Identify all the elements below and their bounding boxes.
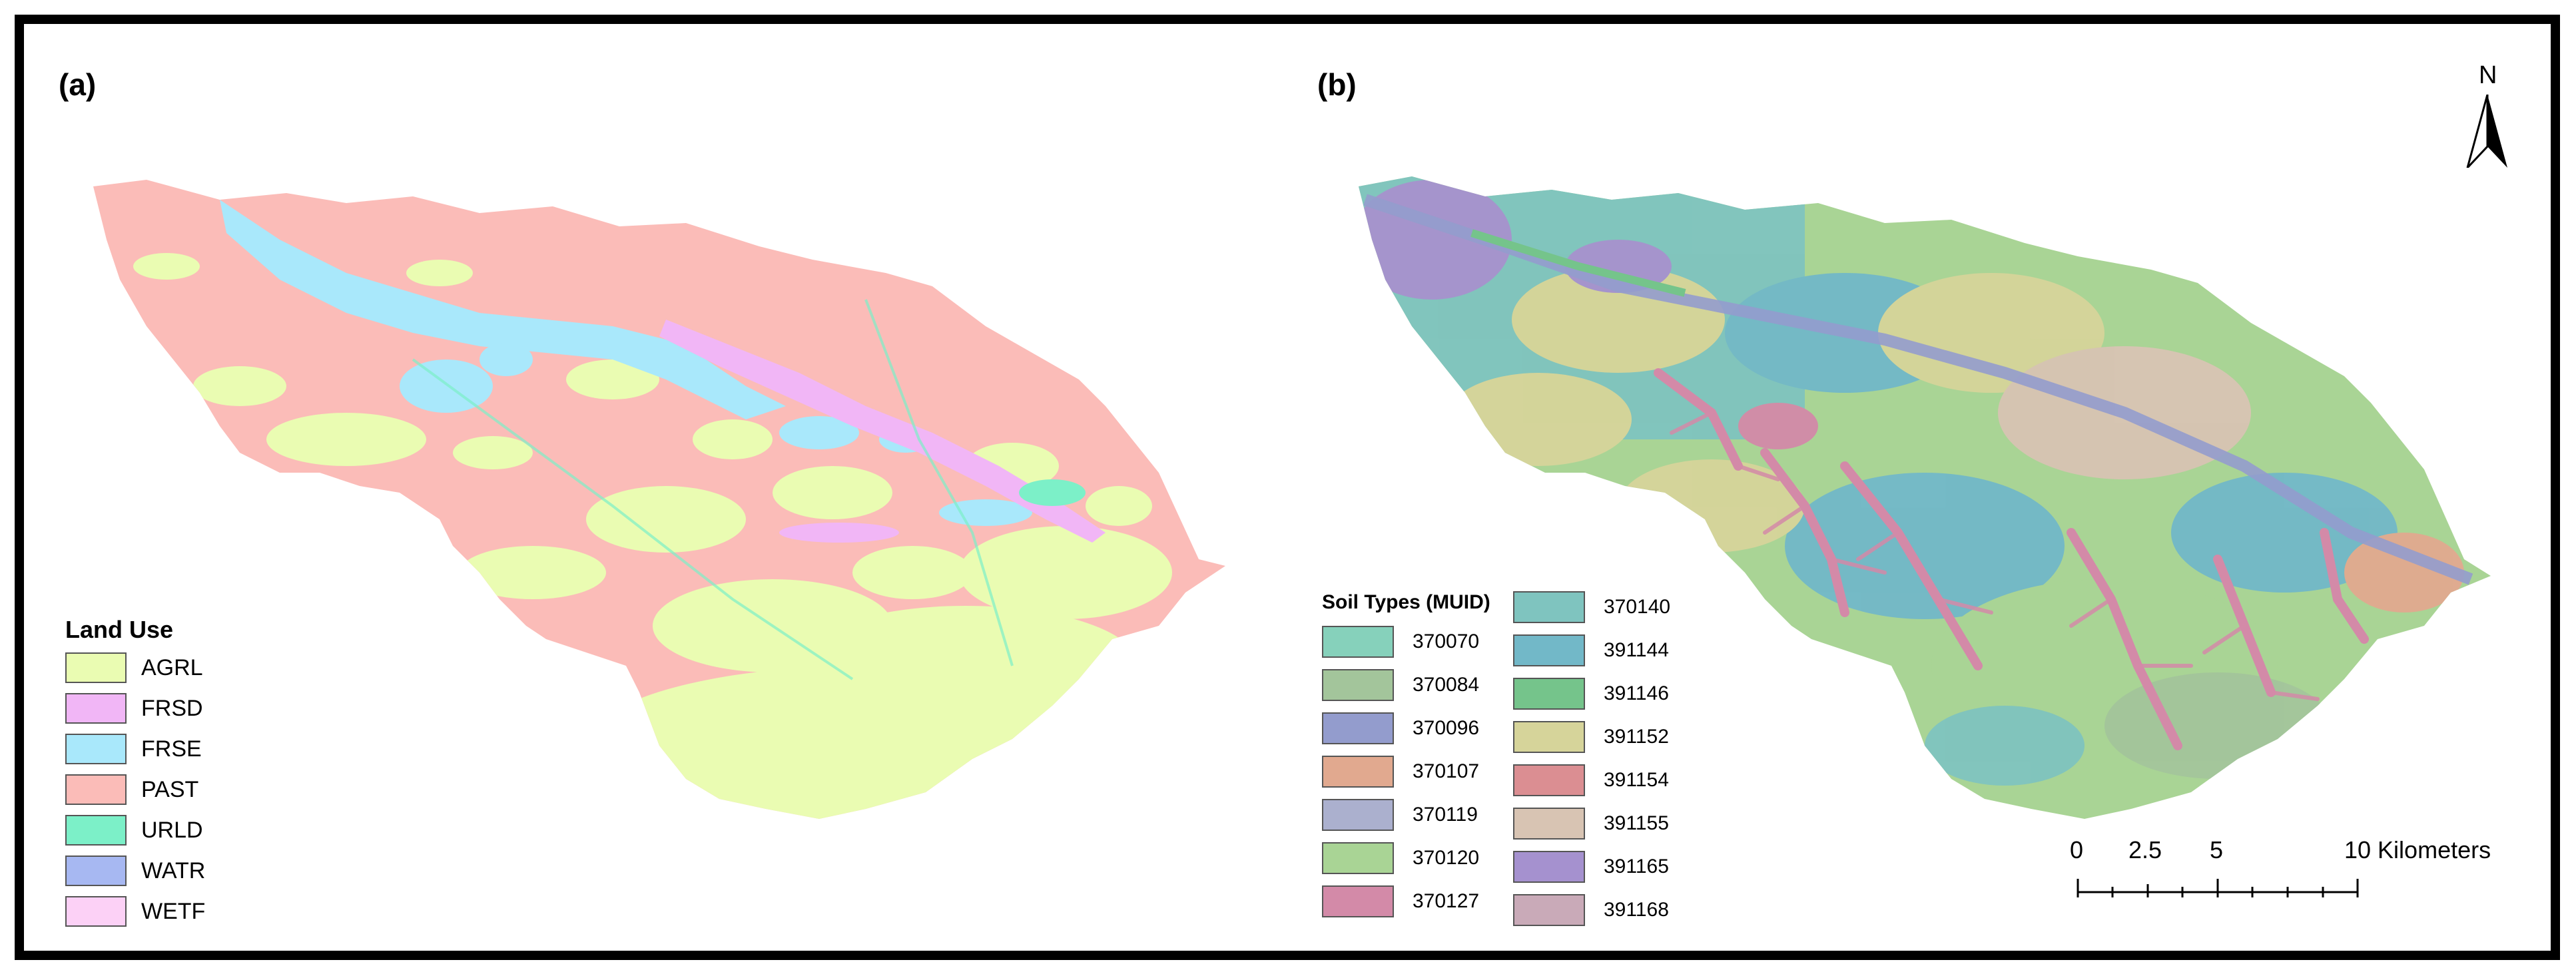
legend-swatch bbox=[1322, 799, 1394, 831]
soil-legend-item: 370084 bbox=[1322, 669, 1479, 701]
land-use-legend-title: Land Use bbox=[65, 616, 174, 643]
soil-legend-item: 370120 bbox=[1322, 842, 1479, 874]
legend-swatch bbox=[1513, 678, 1585, 710]
panel-b-label: (b) bbox=[1317, 67, 1357, 102]
legend-swatch bbox=[1513, 591, 1585, 623]
legend-label: 370070 bbox=[1413, 630, 1480, 652]
north-arrow-icon bbox=[2466, 95, 2507, 168]
legend-label: 370119 bbox=[1413, 804, 1478, 826]
legend-swatch bbox=[1513, 894, 1585, 926]
soil-legend-item: 370140 bbox=[1513, 591, 1670, 623]
legend-swatch bbox=[1322, 885, 1394, 917]
land-use-legend-item: PAST bbox=[65, 774, 198, 805]
legend-label: 391155 bbox=[1604, 812, 1669, 834]
legend-label: FRSE bbox=[141, 736, 202, 762]
soil-legend-item: 391165 bbox=[1513, 851, 1669, 883]
soil-type-map bbox=[1359, 176, 2491, 819]
legend-label: 370127 bbox=[1413, 890, 1480, 912]
legend-swatch bbox=[1513, 764, 1585, 796]
legend-label: 370107 bbox=[1413, 760, 1480, 782]
scale-label-10-km: 10 Kilometers bbox=[2344, 836, 2491, 863]
soil-legend-item: 370096 bbox=[1322, 712, 1479, 744]
legend-label: 370120 bbox=[1413, 847, 1480, 869]
legend-label: 391168 bbox=[1604, 899, 1669, 921]
legend-label: URLD bbox=[141, 817, 203, 843]
land-use-legend-item: WETF bbox=[65, 896, 205, 927]
legend-swatch bbox=[65, 652, 127, 683]
scale-label-0: 0 bbox=[2070, 836, 2084, 863]
land-use-map bbox=[93, 180, 1225, 819]
soil-legend-item: 391155 bbox=[1513, 808, 1669, 840]
legend-swatch bbox=[1513, 851, 1585, 883]
legend-label: WATR bbox=[141, 857, 206, 883]
soil-legend-item: 391168 bbox=[1513, 894, 1669, 926]
land-use-legend-item: URLD bbox=[65, 815, 203, 846]
legend-label: 391165 bbox=[1604, 855, 1669, 877]
north-arrow: N bbox=[2464, 61, 2511, 168]
panel-a-label: (a) bbox=[59, 67, 97, 102]
legend-label: 391146 bbox=[1604, 682, 1669, 704]
legend-label: 391154 bbox=[1604, 769, 1669, 791]
soil-legend-item: 370119 bbox=[1322, 799, 1478, 831]
legend-swatch bbox=[65, 855, 127, 886]
legend-label: FRSD bbox=[141, 695, 203, 721]
legend-label: 391144 bbox=[1604, 639, 1669, 661]
land-use-legend-item: AGRL bbox=[65, 652, 203, 683]
legend-label: WETF bbox=[141, 898, 206, 924]
legend-label: 391152 bbox=[1604, 726, 1669, 748]
scale-label-2-5: 2.5 bbox=[2128, 836, 2162, 863]
legend-label: 370140 bbox=[1604, 596, 1671, 618]
soil-legend-item: 391144 bbox=[1513, 634, 1669, 666]
legend-swatch bbox=[1322, 756, 1394, 788]
legend-swatch bbox=[65, 734, 127, 764]
legend-label: PAST bbox=[141, 776, 199, 802]
legend-swatch bbox=[1513, 808, 1585, 840]
soil-legend-title: Soil Types (MUID) bbox=[1322, 591, 1490, 613]
legend-swatch bbox=[1513, 634, 1585, 666]
legend-swatch bbox=[1513, 721, 1585, 753]
scale-label-5: 5 bbox=[2210, 836, 2224, 863]
soil-legend-item: 391152 bbox=[1513, 721, 1669, 753]
legend-swatch bbox=[65, 815, 127, 846]
scale-bar bbox=[2077, 879, 2359, 897]
legend-swatch bbox=[1322, 669, 1394, 701]
legend-label: 370084 bbox=[1413, 674, 1480, 696]
soil-legend-item: 391154 bbox=[1513, 764, 1669, 796]
legend-swatch bbox=[1322, 842, 1394, 874]
land-use-legend-item: FRSD bbox=[65, 693, 203, 724]
legend-swatch bbox=[65, 774, 127, 805]
soil-legend-item: 370107 bbox=[1322, 756, 1479, 788]
soil-legend-item: 370127 bbox=[1322, 885, 1479, 917]
legend-swatch bbox=[1322, 626, 1394, 658]
north-label: N bbox=[2479, 61, 2497, 89]
land-use-legend-item: WATR bbox=[65, 855, 205, 886]
soil-legend-item: 391146 bbox=[1513, 678, 1669, 710]
legend-label: 370096 bbox=[1413, 717, 1480, 739]
legend-label: AGRL bbox=[141, 654, 203, 680]
legend-swatch bbox=[65, 896, 127, 927]
legend-swatch bbox=[65, 693, 127, 724]
legend-swatch bbox=[1322, 712, 1394, 744]
land-use-legend-item: FRSE bbox=[65, 734, 202, 764]
soil-legend-item: 370070 bbox=[1322, 626, 1479, 658]
